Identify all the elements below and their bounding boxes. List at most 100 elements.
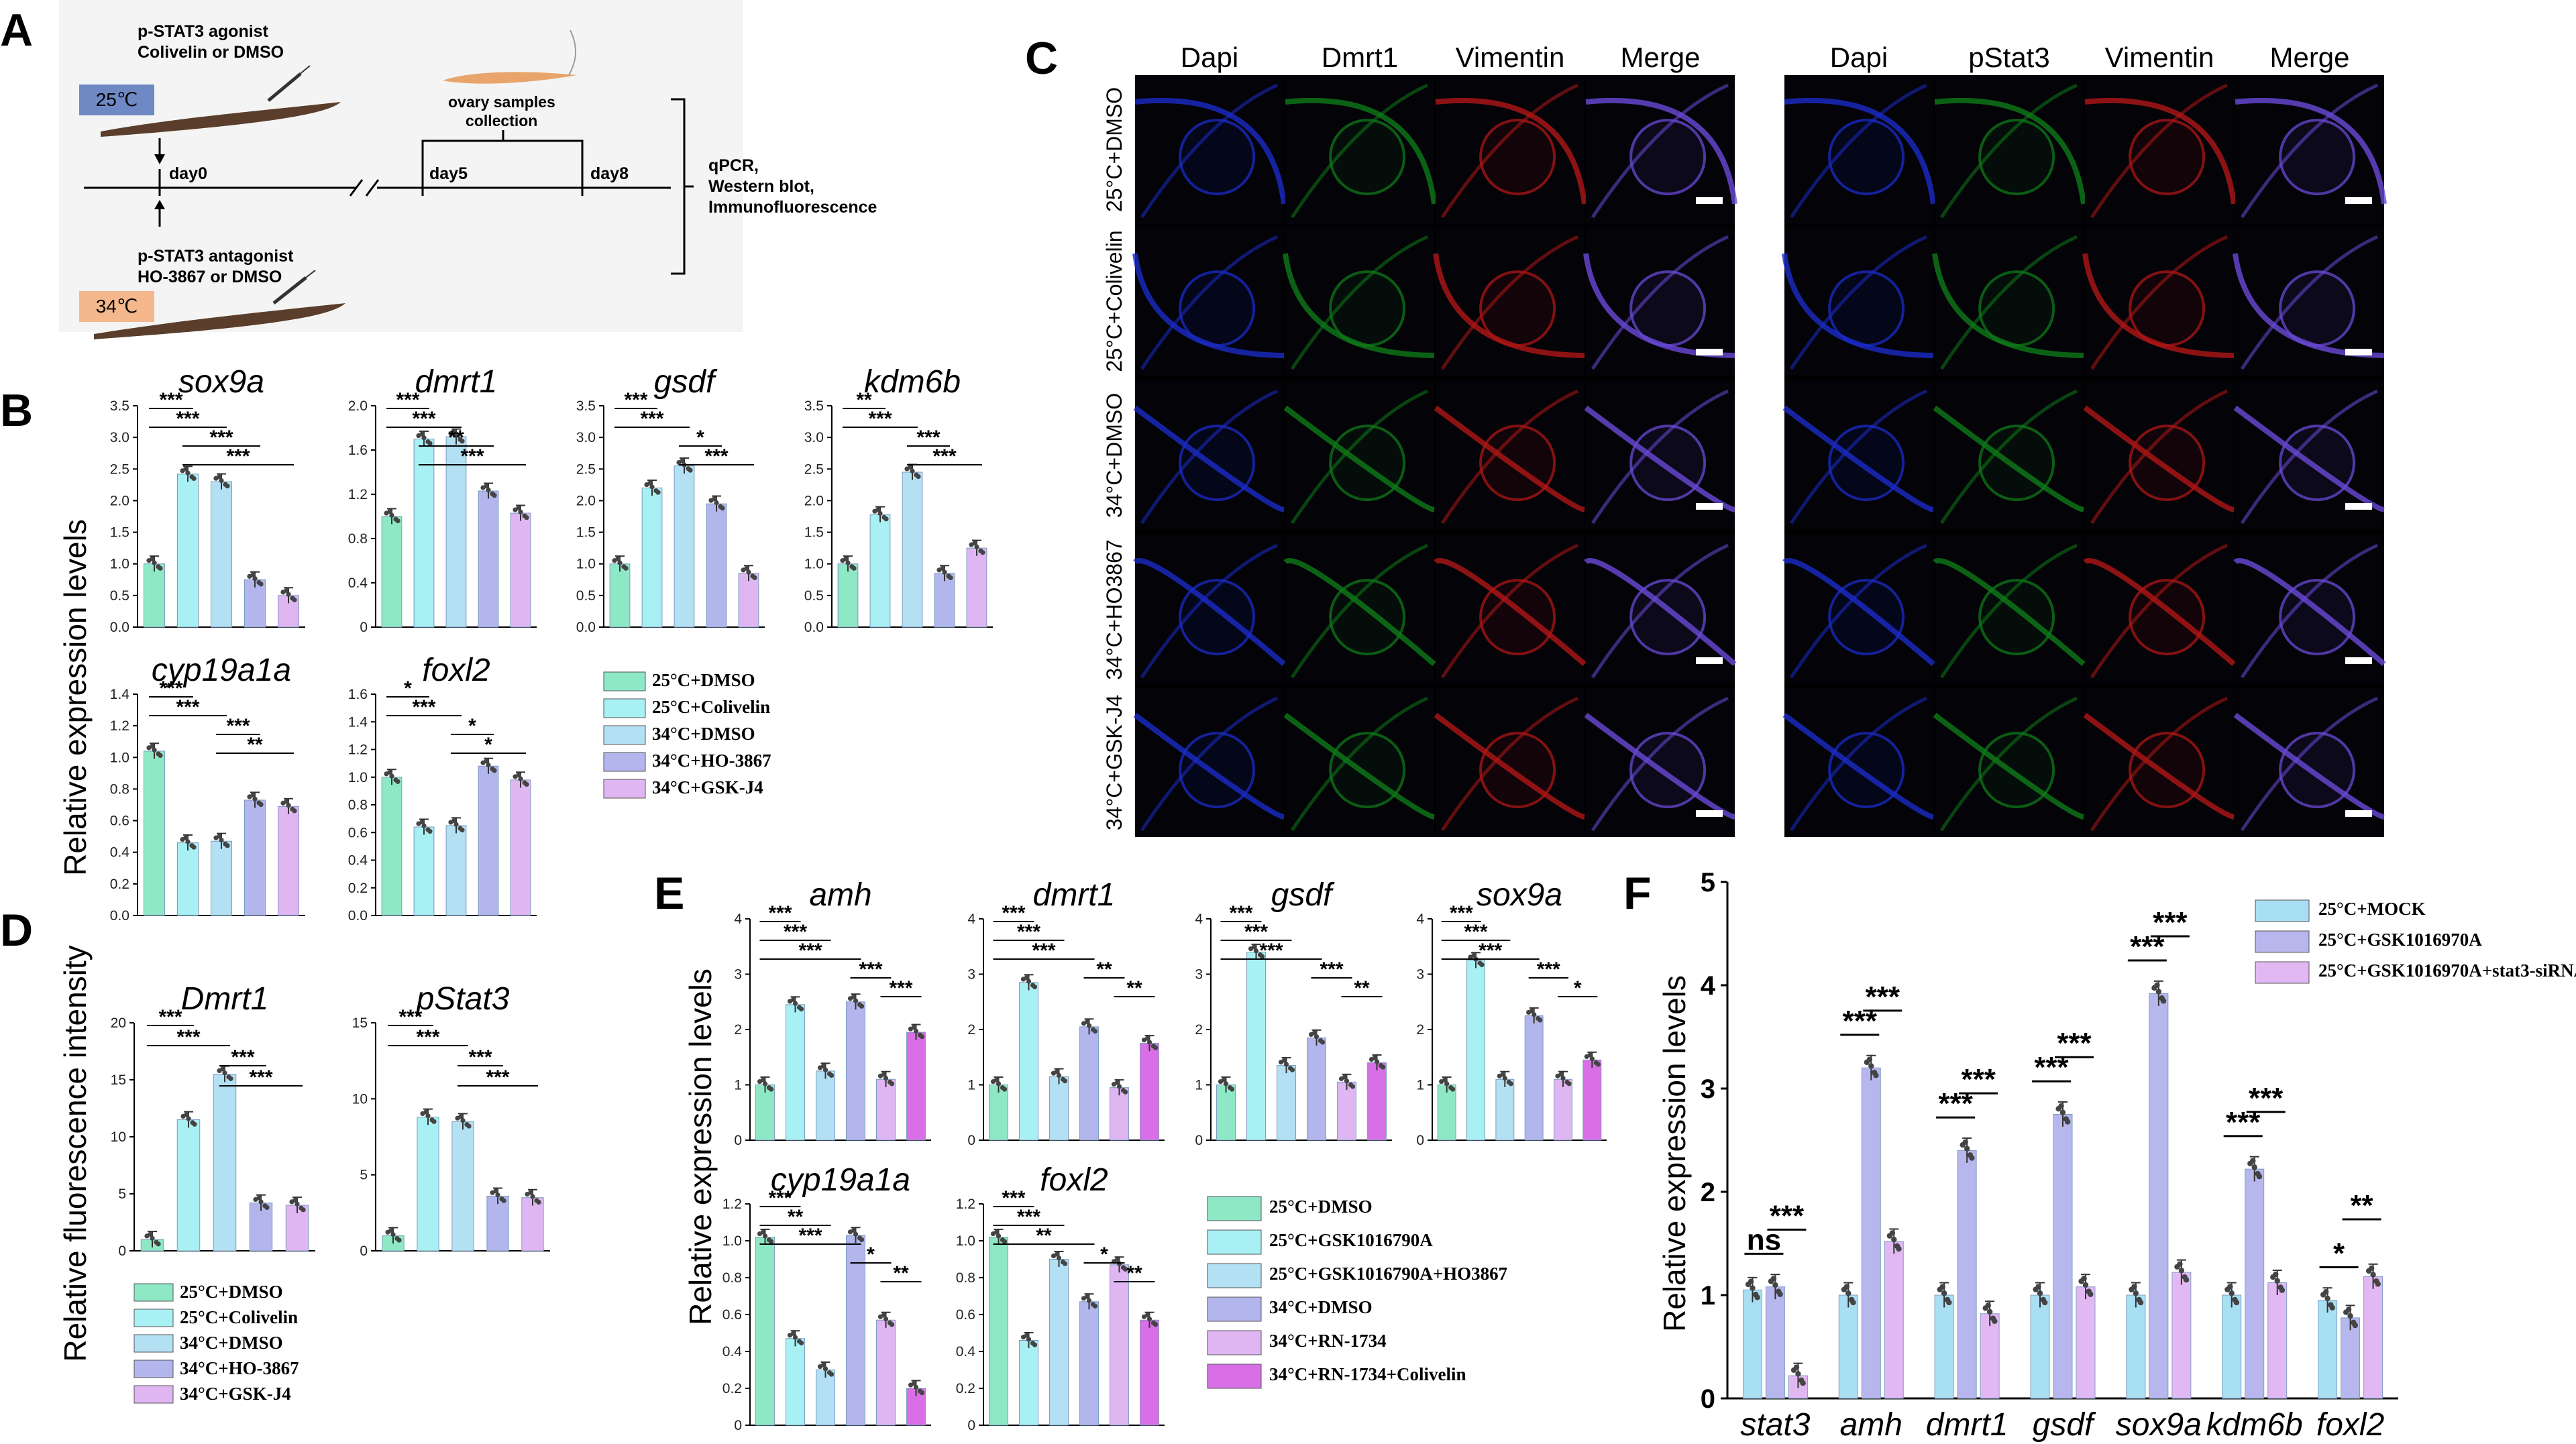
image-row-label: 34°C+GSK-J4	[1102, 695, 1126, 830]
agonist-label-line1: p-STAT3 agonist	[138, 22, 269, 41]
data-point	[1985, 1302, 1991, 1309]
legend-swatch	[1207, 1330, 1262, 1355]
significance-label: ***	[249, 1066, 272, 1089]
y-tick-label: 1.6	[348, 443, 368, 458]
bar	[211, 481, 232, 628]
image-row-label: 34°C+HO3867	[1102, 539, 1126, 679]
bar	[2245, 1168, 2265, 1399]
legend-e-item-3: 25°C+GSK1016790A+HO3867	[1269, 1264, 1507, 1284]
y-tick-label: 0.4	[722, 1344, 743, 1359]
assay-if: Immunofluorescence	[708, 198, 877, 217]
data-point	[948, 575, 953, 581]
data-point	[688, 467, 693, 473]
data-point	[388, 1228, 394, 1233]
image-column-header: Merge	[1620, 42, 1700, 73]
data-point	[1868, 1063, 1874, 1069]
data-point	[185, 470, 191, 476]
data-point	[1800, 1380, 1806, 1386]
micrograph-tile	[2233, 227, 2385, 376]
significance-label: ***	[1259, 940, 1283, 962]
y-tick-label: 0	[734, 1133, 742, 1148]
data-point	[1889, 1230, 1896, 1236]
data-point	[1566, 1081, 1572, 1087]
data-point	[2370, 1272, 2376, 1278]
data-point	[1442, 1077, 1448, 1082]
data-point	[387, 508, 392, 514]
micrograph-tile	[1784, 75, 1936, 224]
data-point	[184, 1112, 189, 1117]
y-tick-label: 3.0	[804, 430, 824, 445]
data-point	[292, 1197, 298, 1203]
data-point	[617, 560, 623, 565]
data-point	[910, 468, 915, 474]
data-point	[911, 1380, 917, 1386]
data-point	[680, 458, 685, 463]
y-tick-label: 0.2	[110, 877, 129, 892]
data-point	[883, 1076, 889, 1081]
significance-label: *	[867, 1243, 875, 1266]
data-point	[389, 512, 394, 518]
y-tick-label: 0.0	[110, 908, 129, 924]
data-point	[1350, 1084, 1356, 1089]
y-tick-label: 5	[1701, 868, 1715, 897]
data-point	[1770, 1276, 1777, 1282]
bar	[2126, 1294, 2146, 1399]
y-tick-label: 0	[967, 1418, 975, 1433]
ovary-illustration	[443, 72, 577, 84]
data-point	[431, 1119, 437, 1124]
legend-e-item-5: 34°C+RN-1734	[1269, 1331, 1387, 1351]
significance-label: *	[2333, 1237, 2345, 1270]
image-column-header: Dmrt1	[1322, 42, 1398, 73]
data-point	[158, 565, 163, 571]
legend-swatch	[603, 671, 646, 691]
data-point	[1092, 1028, 1098, 1034]
data-point	[913, 1028, 919, 1034]
data-point	[2229, 1290, 2235, 1296]
scale-bar	[2345, 197, 2372, 204]
legend-swatch	[133, 1309, 174, 1327]
data-point	[913, 1384, 919, 1390]
data-point	[1032, 1342, 1038, 1347]
chart-title: gsdf	[654, 364, 718, 400]
data-point	[1152, 1045, 1159, 1050]
data-point	[845, 560, 851, 565]
data-point	[994, 1229, 1000, 1235]
micrograph-tile	[1782, 227, 1934, 376]
data-point	[2059, 1109, 2066, 1115]
data-point	[423, 1109, 429, 1115]
micrograph-tile	[1933, 688, 2084, 837]
y-tick-label: 0.0	[110, 620, 129, 635]
data-point	[191, 476, 197, 482]
bar	[1554, 1078, 1572, 1141]
data-point	[2042, 1299, 2048, 1306]
data-point	[1122, 1089, 1128, 1095]
legend-swatch	[2255, 899, 2310, 922]
data-point	[495, 1192, 500, 1198]
y-tick-label: 2.5	[110, 461, 129, 477]
y-tick-label: 3	[1701, 1074, 1715, 1104]
y-tick-label: 1	[967, 1078, 975, 1093]
y-tick-label: 0	[1416, 1133, 1424, 1148]
significance-label: ***	[1002, 1187, 1025, 1209]
y-tick-label: 2.0	[348, 398, 368, 414]
bar	[609, 563, 631, 628]
data-point	[148, 1231, 153, 1237]
micrograph-tile	[1434, 688, 1585, 837]
y-tick-label: 1.2	[722, 1197, 742, 1212]
bar	[1079, 1026, 1099, 1141]
legend-swatch	[1207, 1229, 1262, 1255]
data-point	[2037, 1290, 2043, 1296]
data-point	[2160, 998, 2167, 1004]
panel-label-a: A	[0, 5, 33, 56]
data-point	[820, 1362, 826, 1368]
significance-label: *	[468, 715, 476, 737]
data-point	[1479, 962, 1485, 968]
x-category-label: foxl2	[2316, 1407, 2384, 1443]
chart-title: foxl2	[1040, 1162, 1108, 1198]
data-point	[152, 560, 157, 565]
data-point	[191, 844, 197, 850]
y-tick-label: 0.8	[956, 1270, 975, 1286]
bar	[1765, 1286, 1785, 1399]
